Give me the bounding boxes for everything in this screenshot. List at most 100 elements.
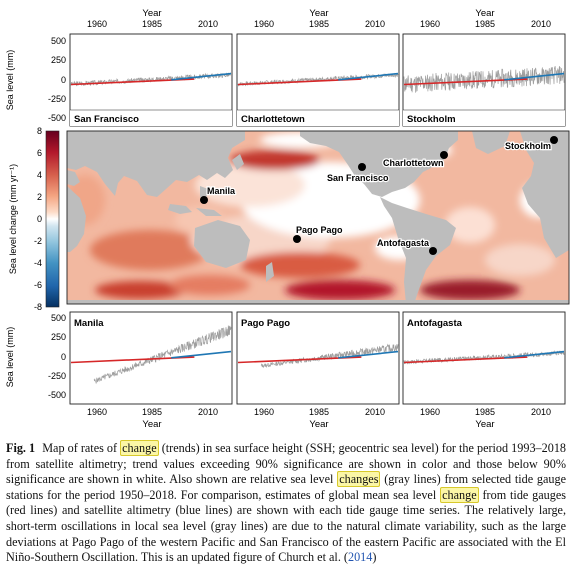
citation-link[interactable]: 2014 xyxy=(347,550,373,565)
station-series xyxy=(70,325,232,385)
sea-level-axis-title: Sea level (mm) xyxy=(5,50,15,111)
panel-title: Antofagasta xyxy=(407,318,463,329)
map-label-manila: Manila xyxy=(207,186,236,196)
sea-level-tick: 0 xyxy=(61,75,66,85)
colorbar-tick: 8 xyxy=(37,126,42,136)
colorbar: Sea level change (mm yr⁻¹) 8 6 4 2 0 -2 … xyxy=(8,126,60,312)
caption-text: (gray lines) from selected tide gauge st… xyxy=(6,472,567,502)
station-marker-stockholm xyxy=(550,136,558,144)
station-marker-san-francisco xyxy=(358,163,366,171)
panel-pago-pago: Pago Pago xyxy=(236,311,400,405)
figure-caption: Fig. 1 Map of rates of change (trends) i… xyxy=(6,440,567,566)
caption-text: from tide gauges (red lines) and satelli… xyxy=(6,487,567,565)
sea-level-tick: 250 xyxy=(51,55,66,65)
colorbar-tick: -8 xyxy=(34,302,42,312)
altimetry-gmsl-line xyxy=(338,72,399,81)
sea-level-tick: 500 xyxy=(51,36,66,46)
year-tick-label: 2010 xyxy=(531,407,551,417)
colorbar-tick: 0 xyxy=(37,214,42,224)
station-markers: San Francisco Charlottetown Stockholm Ma… xyxy=(200,136,558,255)
colorbar-title: Sea level change (mm yr⁻¹) xyxy=(8,164,18,274)
station-series xyxy=(403,65,565,94)
year-tick-label: 1960 xyxy=(420,407,440,417)
year-tick-label: 1985 xyxy=(142,407,162,417)
station-series xyxy=(403,350,565,365)
colorbar-tick: 4 xyxy=(37,170,42,180)
panel-manila: Manila xyxy=(69,311,233,405)
local-sea-level-line xyxy=(403,65,565,94)
station-series xyxy=(237,343,399,369)
bottom-time-axis: 1960 1985 2010 1960 1985 2010 1960 1985 … xyxy=(87,407,551,430)
station-marker-antofagasta xyxy=(429,247,437,255)
year-tick-label: 1985 xyxy=(142,19,162,29)
sea-level-tick: -250 xyxy=(48,371,66,381)
figure-canvas: Year Year Year 1960 1985 2010 1960 1985 … xyxy=(5,8,570,430)
altimetry-gmsl-line xyxy=(504,72,565,81)
altimetry-gmsl-line xyxy=(171,72,232,81)
top-time-axis: Year Year Year 1960 1985 2010 1960 1985 … xyxy=(87,8,551,29)
sea-level-tick: -500 xyxy=(48,113,66,123)
sea-level-tick: -250 xyxy=(48,94,66,104)
year-tick-label: 1985 xyxy=(309,407,329,417)
year-tick-label: 2010 xyxy=(365,19,385,29)
caption-text: ) xyxy=(372,550,377,565)
sea-level-tick: 500 xyxy=(51,313,66,323)
sea-level-tick: 250 xyxy=(51,332,66,342)
colorbar-tick: 2 xyxy=(37,192,42,202)
year-tick-label: 1985 xyxy=(475,407,495,417)
panel-charlottetown: Charlottetown xyxy=(236,33,400,127)
local-sea-level-line xyxy=(260,343,399,369)
sea-level-tick: -500 xyxy=(48,390,66,400)
year-tick-label: 1985 xyxy=(309,19,329,29)
panel-title: Manila xyxy=(74,318,104,329)
year-tick-label: 1960 xyxy=(254,19,274,29)
bottom-year-label: Year xyxy=(475,419,494,430)
top-year-label: Year xyxy=(475,8,494,19)
station-series xyxy=(237,72,399,87)
local-sea-level-line xyxy=(403,350,565,365)
station-series xyxy=(70,72,232,87)
highlighted-term: changes xyxy=(337,471,381,488)
year-tick-label: 1960 xyxy=(420,19,440,29)
top-year-label: Year xyxy=(142,8,161,19)
panel-title: Stockholm xyxy=(407,114,456,125)
panel-antofagasta: Antofagasta xyxy=(402,311,566,405)
highlighted-term: change xyxy=(120,440,159,456)
map-label-stockholm: Stockholm xyxy=(505,141,551,151)
caption-text: (trends) in sea surface height (SSH; geo… xyxy=(6,441,567,487)
panel-title: San Francisco xyxy=(74,114,139,125)
panel-title: Charlottetown xyxy=(241,114,305,125)
year-tick-label: 1960 xyxy=(87,407,107,417)
station-marker-pago-pago xyxy=(293,235,301,243)
top-year-label: Year xyxy=(309,8,328,19)
panel-stockholm: Stockholm xyxy=(402,33,566,127)
highlighted-term: change xyxy=(440,486,479,503)
local-sea-level-line xyxy=(237,72,399,87)
map-label-pago-pago: Pago Pago xyxy=(296,225,343,235)
panel-san-francisco: San Francisco xyxy=(69,33,233,127)
bottom-year-label: Year xyxy=(309,419,328,430)
sea-level-axis-title: Sea level (mm) xyxy=(5,327,15,388)
map-label-charlottetown: Charlottetown xyxy=(383,158,444,168)
panel-title: Pago Pago xyxy=(241,318,290,329)
top-sea-level-axis: Sea level (mm) 500 250 0 -250 -500 xyxy=(5,36,66,123)
year-tick-label: 2010 xyxy=(365,407,385,417)
colorbar-tick: -2 xyxy=(34,236,42,246)
station-marker-manila xyxy=(200,196,208,204)
local-sea-level-line xyxy=(93,325,232,385)
sea-level-tick: 0 xyxy=(61,352,66,362)
caption-text: Map of rates of xyxy=(42,441,118,455)
year-tick-label: 1960 xyxy=(254,407,274,417)
colorbar-tick: 6 xyxy=(37,148,42,158)
year-tick-label: 1985 xyxy=(475,19,495,29)
bottom-year-label: Year xyxy=(142,419,161,430)
figure-label: Fig. 1 xyxy=(6,441,36,455)
colorbar-scale xyxy=(45,130,60,308)
panel-title-band xyxy=(403,110,565,126)
land xyxy=(67,131,569,304)
panel-title-band xyxy=(237,110,399,126)
altimetry-gmsl-line xyxy=(338,350,399,359)
colorbar-tick: -6 xyxy=(34,280,42,290)
map-label-san-francisco: San Francisco xyxy=(327,173,389,183)
colorbar-tick: -4 xyxy=(34,258,42,268)
